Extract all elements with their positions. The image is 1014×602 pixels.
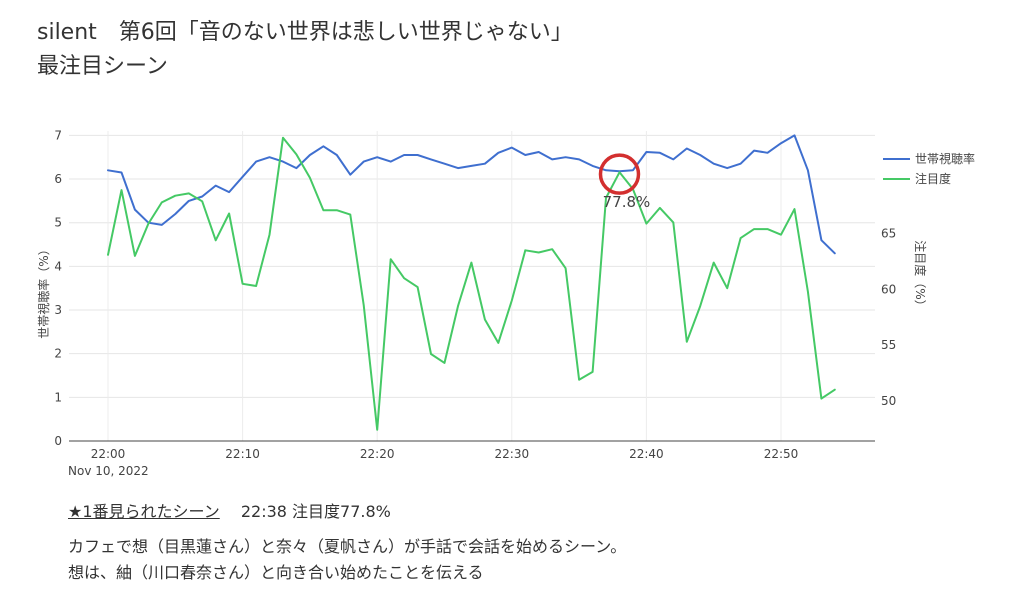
y-left-tick-label: 4: [54, 259, 62, 273]
grid: [69, 131, 875, 441]
y-right-tick-label: 60: [881, 282, 896, 296]
x-axis-date-label: Nov 10, 2022: [68, 464, 149, 478]
legend-label: 注目度: [915, 171, 951, 186]
y-right-tick-label: 50: [881, 394, 896, 408]
y-axis-right: 50 55 60 65 注目度（%）: [881, 227, 928, 408]
top-scene-link[interactable]: ★1番見られたシーン: [68, 502, 220, 521]
y-axis-left: 0 1 2 3 4 5 6 7 世帯視聴率（%）: [36, 128, 62, 448]
y-left-tick-label: 2: [54, 347, 62, 361]
series-line-attention: [107, 136, 836, 431]
y-left-tick-label: 5: [54, 216, 62, 230]
y-left-tick-label: 3: [54, 303, 62, 317]
highlight-circle: [598, 153, 641, 195]
annotation-label: 77.8%: [603, 193, 651, 211]
x-tick-label: 22:30: [495, 447, 530, 461]
y-left-axis-label: 世帯視聴率（%）: [36, 243, 51, 338]
caption-desc-line2: 想は、紬（川口春奈さん）と向き合い始めたことを伝える: [68, 563, 484, 582]
y-right-tick-label: 65: [881, 227, 896, 241]
caption-headline: ★1番見られたシーン 22:38 注目度77.8%: [68, 498, 626, 522]
caption-description: カフェで想（目黒蓮さん）と奈々（夏帆さん）が手話で会話を始めるシーン。 想は、紬…: [68, 534, 626, 586]
series-line-rating: [107, 134, 836, 255]
x-tick-label: 22:40: [629, 447, 664, 461]
y-left-tick-label: 0: [54, 434, 62, 448]
x-tick-label: 22:10: [225, 447, 260, 461]
x-axis: 22:00 22:10 22:20 22:30 22:40 22:50 Nov 10, 20…: [68, 440, 875, 478]
chart-title-line1: silent 第6回「音のない世界は悲しい世界じゃない」: [37, 20, 573, 45]
caption: ★1番見られたシーン 22:38 注目度77.8% カフェで想（目黒蓮さん）と奈…: [68, 498, 626, 586]
series-group: [107, 134, 836, 431]
y-left-tick-label: 6: [54, 172, 62, 186]
top-scene-stat: 22:38 注目度77.8%: [240, 502, 391, 521]
y-right-tick-label: 55: [881, 338, 896, 352]
x-tick-label: 22:50: [764, 447, 799, 461]
chart-title-line2: 最注目シーン: [37, 54, 168, 79]
x-tick-label: 22:20: [360, 447, 395, 461]
y-left-tick-label: 1: [54, 390, 62, 404]
y-left-tick-label: 7: [54, 128, 62, 142]
legend-label: 世帯視聴率: [915, 151, 975, 166]
caption-desc-line1: カフェで想（目黒蓮さん）と奈々（夏帆さん）が手話で会話を始めるシーン。: [68, 537, 627, 556]
chart-title: silent 第6回「音のない世界は悲しい世界じゃない」 最注目シーン: [37, 16, 573, 84]
x-tick-label: 22:00: [91, 447, 126, 461]
annotation: 77.8%: [598, 153, 651, 211]
y-right-axis-label: 注目度（%）: [913, 240, 928, 311]
